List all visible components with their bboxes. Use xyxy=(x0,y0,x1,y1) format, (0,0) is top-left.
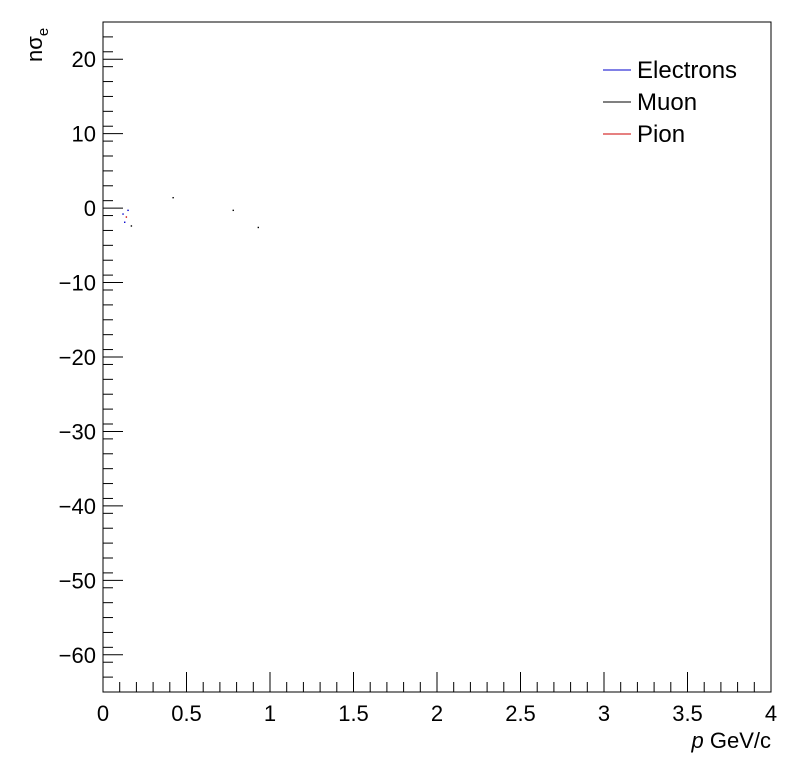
data-points xyxy=(122,196,260,229)
y-tick-label: −60 xyxy=(59,643,96,668)
x-tick-label: 3 xyxy=(598,701,610,726)
x-tick-label: 4 xyxy=(765,701,777,726)
data-point-muon xyxy=(232,209,234,212)
y-tick-label: −40 xyxy=(59,494,96,519)
x-tick-label: 1.5 xyxy=(338,701,369,726)
x-tick-label: 2.5 xyxy=(505,701,536,726)
y-axis-title-main: nσ xyxy=(22,36,47,62)
x-axis-title: p GeV/c xyxy=(691,728,772,753)
data-point-muon xyxy=(130,225,133,227)
y-axis-title-subscript: e xyxy=(35,28,52,36)
x-axis-tick-labels: 0 0.5 1 1.5 2 2.5 3 3.5 4 xyxy=(97,701,777,726)
y-tick-label: −30 xyxy=(59,419,96,444)
y-tick-label: 0 xyxy=(84,196,96,221)
y-axis-title: nσe xyxy=(22,28,52,62)
x-tick-label: 2 xyxy=(431,701,443,726)
legend: Electrons Muon Pion xyxy=(603,57,737,148)
y-axis-tick-labels: −60 −50 −40 −30 −20 −10 0 10 20 xyxy=(59,47,96,668)
y-tick-label: −10 xyxy=(59,271,96,296)
x-axis-title-italic: p xyxy=(691,728,704,753)
legend-label-pion: Pion xyxy=(637,121,685,148)
data-point-electrons xyxy=(122,213,124,215)
data-point-pion xyxy=(125,216,128,218)
y-tick-label: −50 xyxy=(59,568,96,593)
data-point-electrons xyxy=(127,209,129,212)
x-tick-label: 3.5 xyxy=(672,701,703,726)
y-tick-label: −20 xyxy=(59,345,96,370)
x-axis-ticks xyxy=(102,672,772,692)
x-tick-label: 0.5 xyxy=(171,701,202,726)
y-tick-label: 10 xyxy=(72,122,96,147)
data-point-electrons xyxy=(124,221,126,223)
y-tick-label: 20 xyxy=(72,47,96,72)
svg-text:nσe: nσe xyxy=(22,28,52,62)
legend-label-electrons: Electrons xyxy=(637,57,737,84)
x-axis-title-rest: GeV/c xyxy=(704,728,771,753)
data-point-muon xyxy=(172,196,174,199)
y-axis-ticks xyxy=(103,21,123,693)
legend-label-muon: Muon xyxy=(637,89,697,116)
data-point-muon xyxy=(257,226,260,229)
x-tick-label: 0 xyxy=(97,701,109,726)
x-tick-label: 1 xyxy=(264,701,276,726)
